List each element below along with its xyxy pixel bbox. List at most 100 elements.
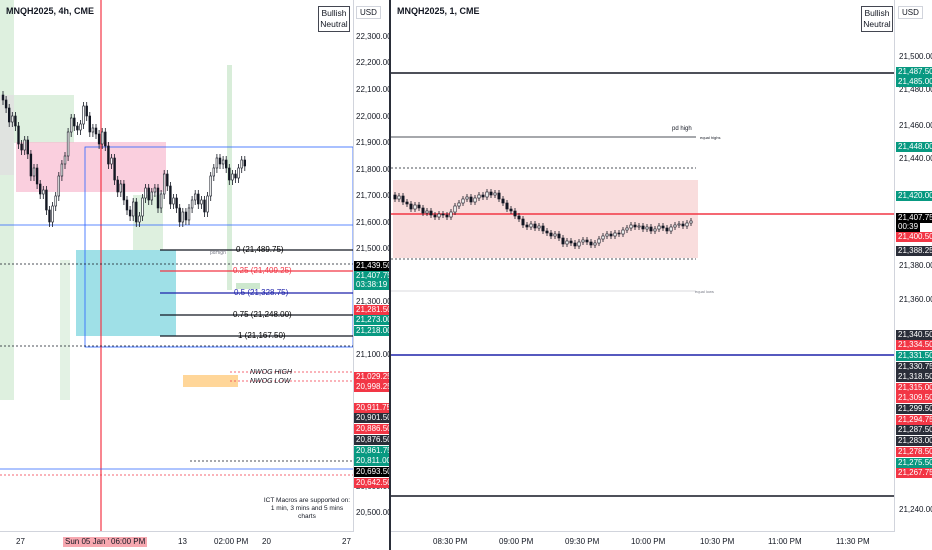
candle-body — [617, 232, 621, 235]
left-trend-box: Bullish Neutral — [318, 6, 350, 32]
left-x-tick: 27 — [342, 537, 351, 546]
candle-body — [589, 241, 593, 246]
left-currency-label[interactable]: USD — [356, 6, 381, 19]
candle-body — [32, 167, 36, 177]
candle-body — [237, 167, 240, 179]
left-trend-top: Bullish — [321, 8, 347, 18]
candle-body — [657, 225, 661, 230]
candle-body — [537, 225, 541, 229]
candle-body — [66, 131, 70, 157]
left-price-tag: 20,876.50 — [354, 435, 389, 445]
candle-body — [48, 209, 51, 223]
right-price-tag: 21,318.50 — [896, 372, 932, 382]
candle-body — [441, 213, 445, 216]
macro-note: ICT Macros are supported on: 1 min, 3 mi… — [262, 497, 352, 521]
candle-body — [97, 133, 101, 145]
right-trend-top: Bullish — [864, 8, 890, 18]
right-price-tag: 21,331.50 — [896, 351, 932, 361]
candle-body — [147, 187, 150, 201]
macro-note-line-2: 1 min, 3 mins and 5 mins charts — [270, 505, 344, 520]
right-price-tag: 21,330.75 — [896, 362, 932, 372]
candle-body — [449, 211, 453, 218]
right-price-tag: 21,287.50 — [896, 425, 932, 435]
left-price-tag: 21,273.00 — [354, 315, 389, 325]
candle-body — [113, 157, 116, 181]
candle-body — [178, 207, 181, 223]
left-chart-pane[interactable]: MNQH2025, 4h, CME Bullish Neutral USD 22… — [0, 0, 389, 550]
candle-body — [243, 159, 246, 167]
nwog-zone — [183, 375, 238, 387]
candle-body — [119, 183, 123, 193]
candle-body — [513, 210, 517, 217]
candle-body — [613, 232, 617, 237]
left-price-tag: 20,811.00 — [354, 456, 389, 466]
left-x-tick: 20 — [262, 537, 271, 546]
right-y-tick: 21,460.00 — [899, 121, 932, 130]
left-time-axis[interactable] — [0, 531, 353, 550]
candle-body — [166, 173, 169, 187]
candle-body — [437, 213, 441, 218]
candle-body — [128, 209, 132, 217]
pane-divider[interactable] — [389, 0, 391, 550]
right-x-tick: 11:30 PM — [836, 537, 870, 546]
candle-body — [505, 202, 509, 210]
candle-body — [553, 233, 557, 237]
nwog-high-label: NWOG HIGH — [250, 369, 292, 376]
right-trend-box: Bullish Neutral — [861, 6, 893, 32]
candle-body — [645, 226, 649, 230]
right-currency-label[interactable]: USD — [898, 6, 923, 19]
right-price-tag: 21,420.00 — [896, 191, 932, 201]
candle-body — [585, 239, 589, 243]
right-price-tag: 21,487.50 — [896, 67, 932, 77]
right-y-tick: 21,360.00 — [899, 295, 932, 304]
candle-body — [175, 197, 178, 209]
candle-body — [212, 167, 215, 177]
fib-level-label: 1 (21,167.50) — [238, 331, 286, 340]
left-price-tag: 20,911.75 — [354, 403, 389, 413]
candle-body — [481, 194, 485, 198]
candle-body — [209, 175, 212, 197]
candle-body — [221, 159, 225, 165]
candle-body — [144, 187, 147, 199]
candle-body — [234, 173, 237, 179]
fib-level-label: 0 (21,489.75) — [236, 245, 284, 254]
candle-body — [497, 192, 501, 200]
right-x-tick: 08:30 PM — [433, 537, 468, 546]
gray-zone — [0, 95, 14, 175]
candle-body — [417, 204, 421, 209]
candle-body — [101, 131, 104, 145]
left-trend-bottom: Neutral — [320, 19, 348, 29]
candle-body — [231, 173, 234, 181]
candle-body — [88, 115, 92, 133]
candle-body — [677, 223, 681, 226]
candle-body — [169, 185, 172, 205]
candle-body — [573, 242, 577, 247]
candle-body — [493, 192, 497, 196]
macro-note-line-1: ICT Macros are supported on: — [263, 497, 351, 504]
right-price-tag: 21,407.75 — [896, 213, 932, 223]
left-price-tag: 20,886.50 — [354, 424, 389, 434]
left-x-tick: 27 — [16, 537, 25, 546]
candle-body — [138, 215, 141, 223]
candle-body — [184, 211, 188, 221]
candle-body — [187, 207, 191, 221]
candle-body — [4, 99, 8, 109]
candle-body — [14, 115, 17, 127]
right-price-tag: 21,400.50 — [896, 232, 932, 242]
right-price-tag: 21,283.00 — [896, 436, 932, 446]
candle-body — [593, 242, 597, 246]
left-price-tag: 20,861.75 — [354, 446, 389, 456]
right-y-tick: 21,240.00 — [899, 505, 932, 514]
right-price-tag: 21,388.25 — [896, 246, 932, 256]
right-price-tag: 21,448.00 — [896, 142, 932, 152]
candle-body — [633, 224, 637, 228]
fib-level-label: 0.5 (21,328.75) — [234, 288, 289, 297]
right-chart-canvas[interactable] — [391, 0, 932, 550]
right-chart-pane[interactable]: MNQH2025, 1, CME Bullish Neutral USD 21,… — [391, 0, 932, 550]
left-y-tick: 22,000.00 — [356, 112, 389, 121]
candle-body — [525, 224, 529, 228]
right-time-axis[interactable] — [391, 531, 894, 550]
right-y-tick: 21,480.00 — [899, 85, 932, 94]
left-chart-canvas[interactable] — [0, 0, 389, 550]
left-y-tick: 20,500.00 — [356, 508, 389, 517]
